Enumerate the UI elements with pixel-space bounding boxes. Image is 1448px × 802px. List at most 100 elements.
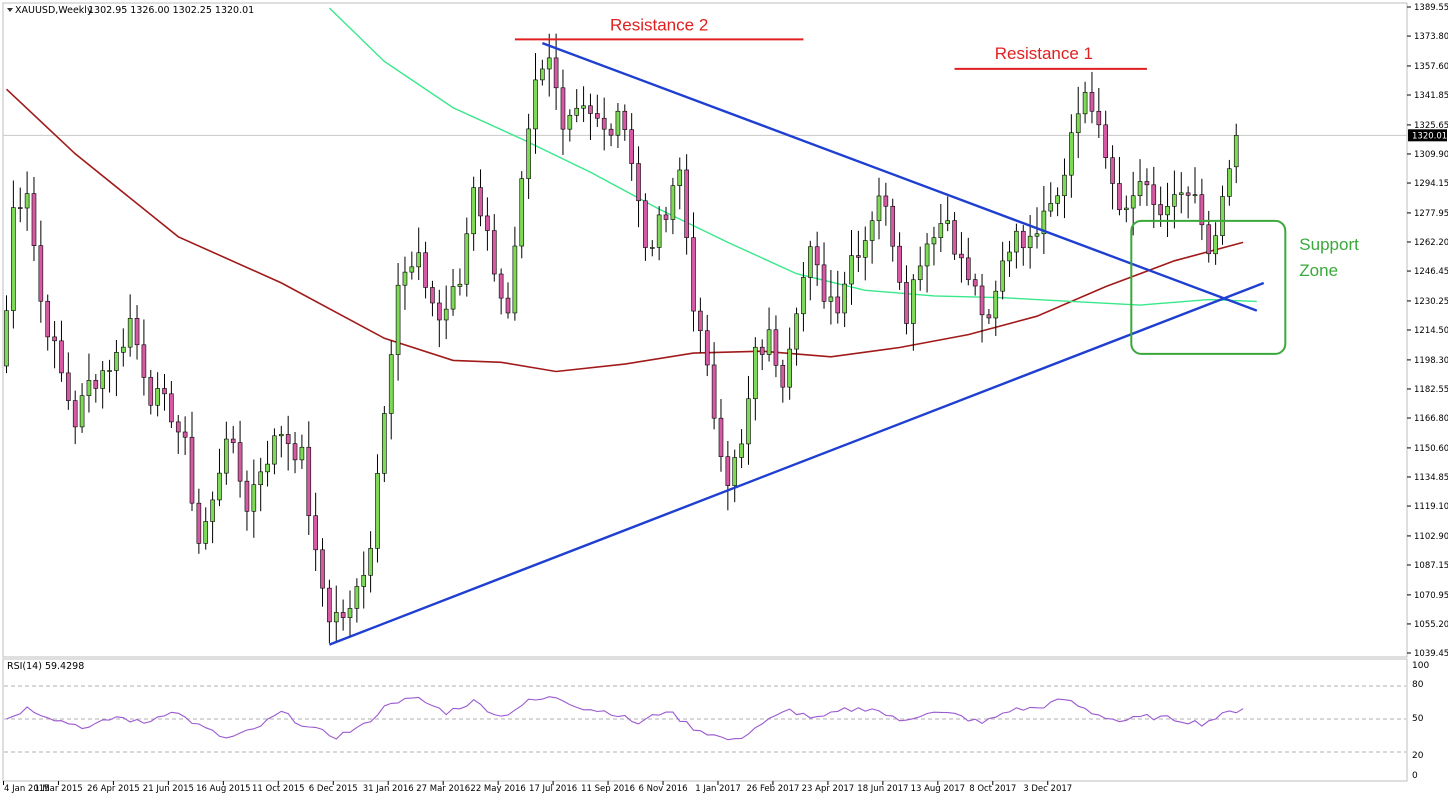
bull-candle <box>388 354 394 414</box>
bear-candle <box>643 200 648 248</box>
bear-candle <box>38 245 44 302</box>
bull-candle <box>224 438 229 474</box>
rsi-level-100: 100 <box>1412 661 1429 671</box>
bull-candle <box>1165 206 1170 216</box>
bull-candle <box>464 233 470 285</box>
bull-candle <box>1220 196 1225 236</box>
bull-candle <box>107 370 112 372</box>
bull-candle <box>1055 195 1060 204</box>
bear-candle <box>704 330 710 366</box>
bull-candle <box>1172 194 1177 207</box>
support-zone-label-line1: Support <box>1299 235 1359 254</box>
bear-candle <box>491 230 497 275</box>
bear-candle <box>553 57 559 89</box>
bear-candle <box>759 346 765 355</box>
x-tick-label: 26 Apr 2015 <box>87 784 140 794</box>
trendline-descending <box>541 41 1258 312</box>
y-tick-label: 1070.95 <box>1414 591 1448 601</box>
bear-candle <box>66 372 71 401</box>
bull-candle <box>402 271 408 286</box>
rsi-level-50: 50 <box>1412 714 1424 724</box>
x-tick-label: 23 Apr 2017 <box>802 784 855 794</box>
bull-candle <box>299 446 305 461</box>
bear-candle <box>17 207 23 209</box>
bear-candle <box>423 252 428 288</box>
bull-candle <box>1034 233 1040 237</box>
bull-candle <box>86 380 92 396</box>
bear-candle <box>340 612 346 618</box>
bear-candle <box>986 314 992 319</box>
bear-candle <box>169 393 174 423</box>
bear-candle <box>601 117 607 130</box>
bull-candle <box>581 105 586 109</box>
bull-candle <box>1069 132 1074 176</box>
bear-candle <box>588 105 593 114</box>
bull-candle <box>739 443 744 458</box>
bear-candle <box>52 336 57 342</box>
bear-candle <box>972 279 978 287</box>
bear-candle <box>1199 194 1205 226</box>
bear-candle <box>31 193 37 246</box>
y-tick-label: 1214.50 <box>1414 326 1448 336</box>
bull-candle <box>807 246 813 278</box>
x-tick-label: 18 Jun 2017 <box>857 784 908 794</box>
x-tick-label: 31 Jan 2016 <box>363 784 414 794</box>
bear-candle <box>1151 184 1157 205</box>
bull-candle <box>1082 92 1088 115</box>
bear-candle <box>320 549 325 589</box>
current-price-label: 1320.01 <box>1412 131 1447 141</box>
bull-candle <box>278 434 284 437</box>
bear-candle <box>595 113 600 119</box>
bear-candle <box>636 163 641 202</box>
rsi-pane-frame <box>2 658 1408 782</box>
bull-candle <box>876 195 882 222</box>
bear-candle <box>306 446 312 517</box>
x-tick-label: 11 Sep 2016 <box>581 784 635 794</box>
bull-candle <box>395 284 401 355</box>
bear-candle <box>1089 92 1095 112</box>
bull-candle <box>155 388 160 406</box>
x-tick-label: 4 Jan 2015 <box>4 784 50 794</box>
bear-candle <box>1110 157 1115 184</box>
bear-candle <box>821 264 827 302</box>
dropdown-triangle-icon[interactable] <box>7 8 13 12</box>
bull-candle <box>368 548 373 576</box>
y-tick-label: 1119.10 <box>1414 502 1448 512</box>
bull-candle <box>1178 192 1184 195</box>
resistance-2-label: Resistance 2 <box>610 15 708 34</box>
bear-candle <box>478 187 483 217</box>
bear-candle <box>1103 124 1108 158</box>
bull-candle <box>945 220 950 224</box>
bear-candle <box>1117 183 1122 211</box>
rsi-label: RSI(14) 59.4298 <box>7 661 84 672</box>
y-tick-label: 1325.65 <box>1414 121 1448 131</box>
bull-candle <box>1233 135 1239 168</box>
bear-candle <box>1206 224 1212 255</box>
bear-candle <box>230 438 236 443</box>
bull-candle <box>100 370 105 389</box>
y-tick-label: 1246.45 <box>1414 267 1448 277</box>
bull-candle <box>443 308 449 321</box>
x-tick-label: 21 Jun 2015 <box>143 784 194 794</box>
bull-candle <box>1227 168 1232 197</box>
bull-candle <box>519 178 525 247</box>
bull-candle <box>842 283 847 314</box>
bear-candle <box>292 443 298 461</box>
y-tick-label: 1389.55 <box>1414 3 1448 13</box>
bull-candle <box>333 612 339 623</box>
y-tick-label: 1262.20 <box>1414 238 1448 248</box>
bear-candle <box>313 515 318 551</box>
bear-candle <box>430 287 435 304</box>
bull-candle <box>1041 210 1047 235</box>
trendline-ascending <box>328 281 1265 646</box>
bull-candle <box>512 245 518 314</box>
x-tick-label: 22 May 2016 <box>470 784 525 794</box>
bear-candle <box>1020 230 1026 249</box>
bear-candle <box>622 110 628 130</box>
resistance-1-label: Resistance 1 <box>995 44 1093 63</box>
rsi-line <box>6 696 1244 741</box>
bull-candle <box>120 346 126 353</box>
bull-candle <box>1192 194 1198 196</box>
current-price-badge <box>1408 129 1447 142</box>
